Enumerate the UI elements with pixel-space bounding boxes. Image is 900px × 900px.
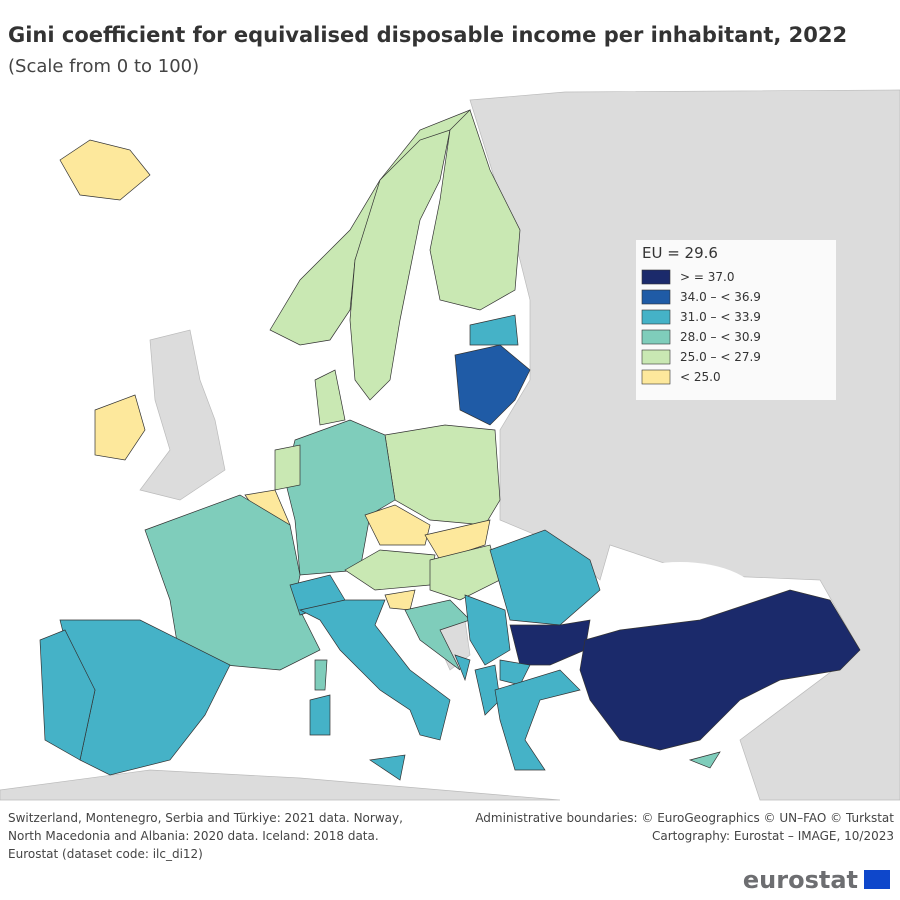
footnote: North Macedonia and Albania: 2020 data. … xyxy=(8,829,379,843)
map xyxy=(0,89,900,801)
legend-label: < 25.0 xyxy=(680,370,721,384)
slovakia xyxy=(424,519,491,561)
footnote: Switzerland, Montenegro, Serbia and Türk… xyxy=(8,811,403,825)
eu-flag xyxy=(864,870,890,889)
baltics xyxy=(454,344,531,426)
legend-swatch xyxy=(641,309,671,325)
legend-swatch xyxy=(641,289,671,305)
germany xyxy=(284,419,396,576)
legend-label: > = 37.0 xyxy=(680,270,734,284)
romania xyxy=(489,529,601,626)
italy xyxy=(298,599,451,741)
legend-swatch xyxy=(641,269,671,285)
subtitle: (Scale from 0 to 100) xyxy=(8,56,199,77)
credits: Administrative boundaries: © EuroGeograp… xyxy=(475,811,894,843)
denmark xyxy=(314,369,346,426)
footnote: Eurostat (dataset code: ilc_di12) xyxy=(8,847,203,861)
netherlands xyxy=(274,444,301,491)
portugal xyxy=(39,629,96,761)
croatia xyxy=(404,599,471,671)
sardinia xyxy=(309,694,331,736)
finland xyxy=(429,109,521,311)
legend-swatch xyxy=(641,349,671,365)
legend-label: 34.0 – < 36.9 xyxy=(680,290,761,304)
logo: eurostat xyxy=(743,866,858,894)
non-eu-land xyxy=(139,329,226,501)
legend-label: 25.0 – < 27.9 xyxy=(680,350,761,364)
cyprus xyxy=(688,751,721,769)
credit: Cartography: Eurostat – IMAGE, 10/2023 xyxy=(652,829,894,843)
turkiye xyxy=(579,589,861,751)
greece xyxy=(494,669,581,771)
corsica xyxy=(314,659,328,691)
non-eu-land xyxy=(0,769,561,801)
legend-label: 28.0 – < 30.9 xyxy=(680,330,761,344)
legend-title: EU = 29.6 xyxy=(642,244,718,262)
serbia xyxy=(464,594,511,666)
credit: Administrative boundaries: © EuroGeograp… xyxy=(475,811,894,825)
legend: > = 37.0 34.0 – < 36.9 31.0 – < 33.9 28.0 –… xyxy=(641,269,761,385)
hungary xyxy=(429,544,501,601)
ireland xyxy=(94,394,146,461)
legend-swatch xyxy=(641,329,671,345)
sicily xyxy=(369,754,406,781)
footnotes: Switzerland, Montenegro, Serbia and Türk… xyxy=(8,811,403,861)
legend-label: 31.0 – < 33.9 xyxy=(680,310,761,324)
title: Gini coefficient for equivalised disposa… xyxy=(8,23,847,47)
slovenia xyxy=(384,589,416,611)
iceland xyxy=(59,139,151,201)
legend-swatch xyxy=(641,369,671,385)
estonia xyxy=(469,314,519,346)
bulgaria xyxy=(509,619,591,666)
montenegro xyxy=(454,654,471,682)
poland xyxy=(384,424,501,526)
sweden xyxy=(349,129,451,401)
